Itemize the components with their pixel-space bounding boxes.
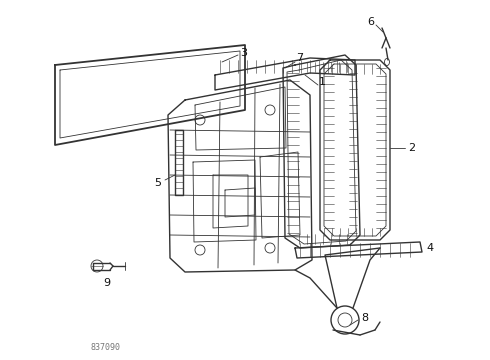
Text: 1: 1 (318, 77, 325, 87)
Text: 6: 6 (368, 17, 374, 27)
Text: 4: 4 (426, 243, 434, 253)
Text: 3: 3 (241, 48, 247, 58)
Text: 5: 5 (154, 178, 162, 188)
Text: 8: 8 (362, 313, 368, 323)
Text: 2: 2 (409, 143, 416, 153)
Text: 9: 9 (103, 278, 111, 288)
Text: 7: 7 (296, 53, 304, 63)
Text: 837090: 837090 (90, 343, 120, 352)
